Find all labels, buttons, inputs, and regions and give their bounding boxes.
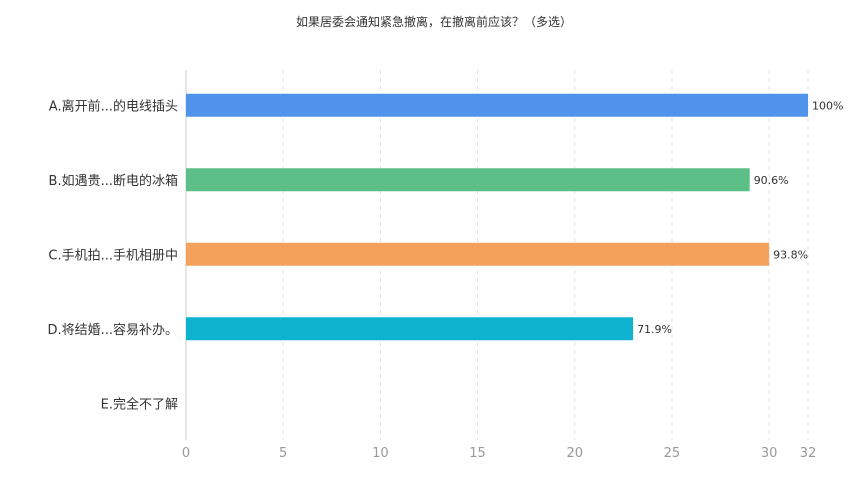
category-label: D.将结婚...容易补办。 (47, 322, 178, 338)
category-label: A.离开前...的电线插头 (49, 98, 178, 114)
data-label: 90.6% (754, 174, 789, 187)
x-tick-label: 15 (469, 446, 486, 461)
category-label: C.手机拍...手机相册中 (48, 248, 178, 263)
data-label: 93.8% (773, 248, 808, 261)
x-tick-label: 10 (372, 446, 389, 461)
chart-title: 如果居委会通知紧急撤离，在撤离前应该？（多选） (296, 14, 572, 29)
data-label: 100% (812, 99, 843, 112)
category-label: E.完全不了解 (101, 396, 178, 412)
x-tick-label: 0 (182, 446, 190, 461)
bars: 100% 90.6% 93.8% 71.9% (186, 93, 843, 341)
bar (186, 93, 808, 117)
x-tick-label: 20 (566, 446, 583, 461)
x-tick-label: 25 (664, 446, 681, 461)
x-tick-label: 30 (761, 446, 778, 461)
data-label: 71.9% (637, 323, 672, 336)
x-tick-label: 5 (279, 446, 287, 461)
bar (186, 242, 770, 266)
category-label: B.如遇贵...断电的冰箱 (49, 173, 178, 189)
bar (186, 317, 634, 341)
category-labels: A.离开前...的电线插头 B.如遇贵...断电的冰箱 C.手机拍...手机相册中 D… (47, 98, 178, 412)
x-tick-label: 32 (800, 446, 817, 461)
bar (186, 168, 750, 192)
